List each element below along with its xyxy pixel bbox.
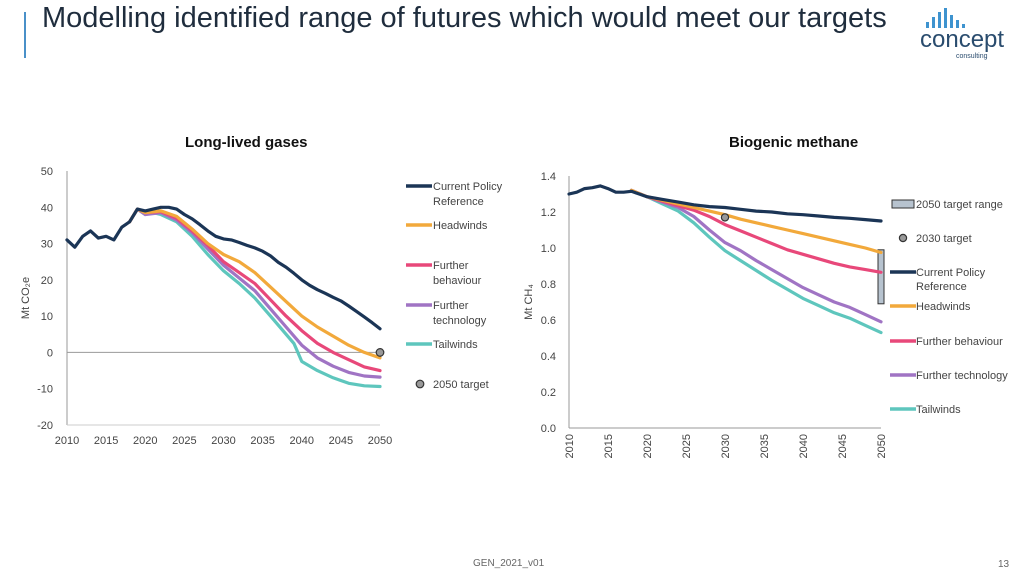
series-line-headwinds (128, 207, 382, 360)
y-tick-label: 1.0 (541, 243, 556, 255)
x-tick-label: 2035 (759, 434, 771, 458)
legend-label: Further (433, 300, 469, 312)
legend-label: behaviour (433, 275, 482, 287)
y-tick-label: 30 (41, 239, 53, 251)
y-tick-label: 1.4 (541, 171, 556, 183)
title-accent-bar (24, 12, 26, 58)
y-tick-label: 0.4 (541, 351, 556, 363)
legend-label: Reference (433, 196, 484, 208)
legend-label: Reference (916, 281, 967, 293)
logo-bars-icon (926, 8, 965, 28)
legend-target-2050-marker (415, 379, 425, 389)
y-tick-label: 0.2 (541, 387, 556, 399)
x-tick-label: 2010 (55, 435, 79, 447)
series-line-current-policy (65, 205, 382, 331)
y-tick-label: 0.6 (541, 315, 556, 327)
y-tick-label: 0.8 (541, 279, 556, 291)
legend-label: Current Policy (916, 267, 986, 279)
series-line-tailwinds (128, 207, 382, 389)
legend-target-range-swatch (891, 199, 915, 209)
y-tick-label: -20 (37, 420, 53, 432)
biogenic-methane-chart: 1.4 1.2 1.0 0.8 0.6 0.4 0.2 0.0 2010 2015 2020 2025… (523, 171, 1008, 458)
x-tick-label: 2030 (211, 435, 235, 447)
legend-label: 2050 target range (916, 199, 1003, 211)
legend-label: technology (433, 315, 487, 327)
footer-label: GEN_2021_v01 (473, 558, 545, 569)
legend-label: Headwinds (433, 220, 488, 232)
legend-label: Tailwinds (916, 404, 961, 416)
legend-label: 2050 target (433, 379, 489, 391)
legend-label: Tailwinds (433, 339, 478, 351)
y-tick-label: 50 (41, 166, 53, 178)
logo-subtitle: consulting (956, 53, 988, 60)
legend-target-2030-marker (898, 233, 908, 243)
logo-word: concept (920, 26, 1005, 53)
y-axis-label: Mt CO₂e (20, 277, 32, 319)
company-logo: concept consulting (916, 6, 1006, 62)
chart-title-long-lived-gases: Long-lived gases (185, 134, 308, 151)
series-line-further-technology (128, 207, 382, 379)
y-tick-label: 0 (47, 347, 53, 359)
slide-title: Modelling identified range of futures wh… (42, 2, 887, 34)
x-tick-label: 2035 (250, 435, 274, 447)
legend-label: Further (433, 260, 469, 272)
y-tick-label: 40 (41, 202, 53, 214)
y-tick-label: 1.2 (541, 207, 556, 219)
target-2030-marker (720, 213, 730, 222)
legend-label: Headwinds (916, 301, 971, 313)
y-tick-label: 10 (41, 311, 53, 323)
x-tick-label: 2050 (876, 434, 888, 458)
legend-label: Further behaviour (916, 336, 1003, 348)
legend-label: Further technology (916, 370, 1008, 382)
x-tick-label: 2015 (94, 435, 118, 447)
y-tick-label: 0.0 (541, 423, 556, 435)
x-tick-label: 2045 (837, 434, 849, 458)
target-range-2050-bar (877, 249, 885, 305)
target-2050-marker (375, 348, 385, 357)
y-tick-label: -10 (37, 384, 53, 396)
x-tick-label: 2015 (603, 434, 615, 458)
chart-title-biogenic-methane: Biogenic methane (729, 134, 859, 151)
y-axis-label: Mt CH₄ (523, 284, 535, 320)
x-tick-label: 2020 (133, 435, 157, 447)
legend-label: Current Policy (433, 181, 503, 193)
x-tick-label: 2040 (798, 434, 810, 458)
x-tick-label: 2025 (172, 435, 196, 447)
series-line-tailwinds (629, 188, 883, 335)
x-tick-label: 2010 (564, 434, 576, 458)
x-tick-label: 2020 (642, 434, 654, 458)
x-tick-label: 2050 (368, 435, 392, 447)
x-tick-label: 2030 (720, 434, 732, 458)
page-number: 13 (998, 559, 1010, 570)
x-tick-label: 2045 (329, 435, 353, 447)
series-line-current-policy (567, 184, 883, 223)
y-tick-label: 20 (41, 275, 53, 287)
legend-label: 2030 target (916, 233, 972, 245)
x-tick-label: 2040 (290, 435, 314, 447)
x-tick-label: 2025 (681, 434, 693, 458)
